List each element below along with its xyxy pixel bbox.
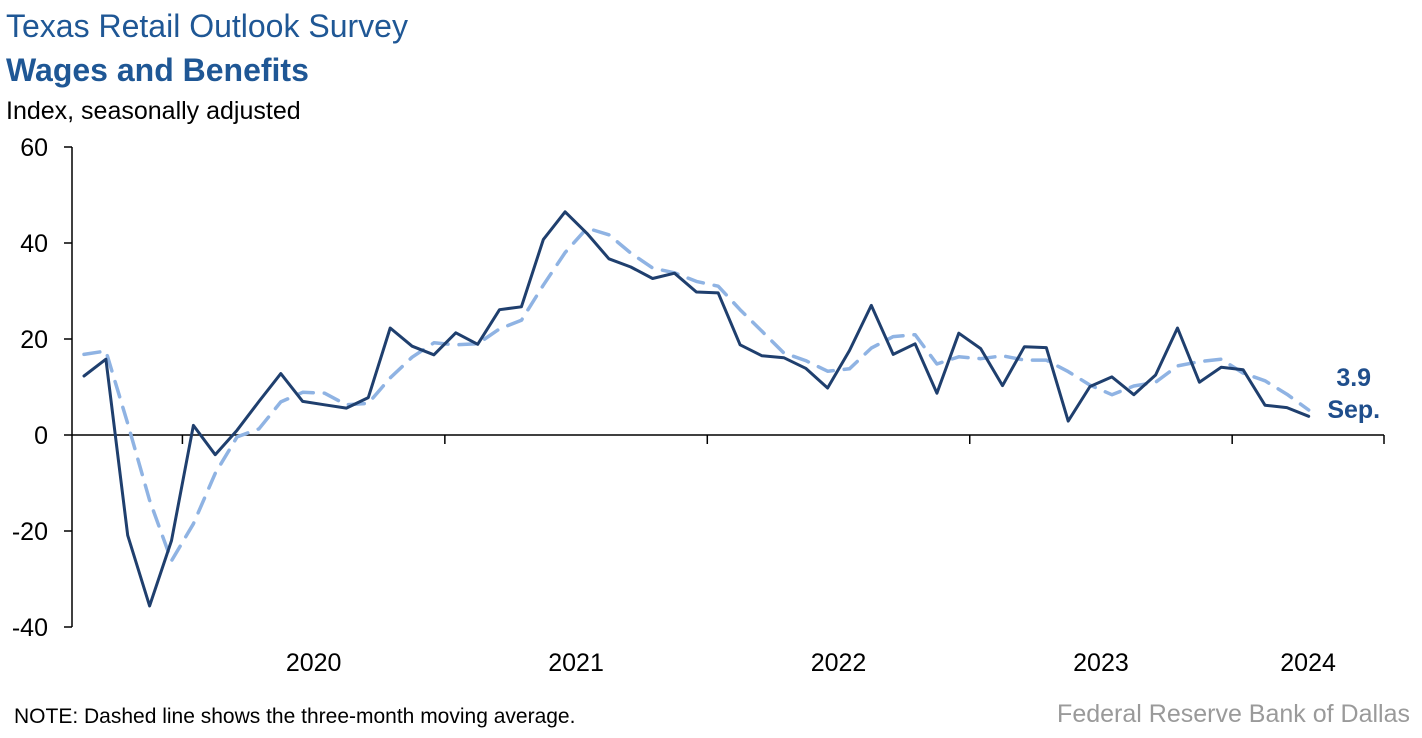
x-tick-label: 2020 xyxy=(286,649,342,677)
x-tick-label: 2021 xyxy=(548,649,604,677)
end-month-label: Sep. xyxy=(1327,396,1380,424)
y-tick-label: 40 xyxy=(20,230,48,258)
labels-layer: 3.9 Sep. xyxy=(1327,364,1380,424)
x-tick-label: 2023 xyxy=(1073,649,1129,677)
end-value-label: 3.9 xyxy=(1336,364,1371,392)
x-tick-label: 2022 xyxy=(811,649,867,677)
chart-title: Texas Retail Outlook Survey xyxy=(6,8,408,44)
y-tick-label: 0 xyxy=(34,422,48,450)
chart-subtitle: Wages and Benefits xyxy=(6,52,309,88)
series-line-moving-average xyxy=(82,226,1311,563)
chart-axes: 60 40 20 0 -20 -40 2020 2021 2022 2023 2024 xyxy=(12,134,1385,677)
series-layer xyxy=(82,210,1311,608)
y-tick-label: -40 xyxy=(12,614,48,642)
source-credit: Federal Reserve Bank of Dallas xyxy=(1057,700,1410,728)
x-tick-label: 2024 xyxy=(1280,649,1336,677)
unit-label: Index, seasonally adjusted xyxy=(6,97,301,125)
footnote: NOTE: Dashed line shows the three-month … xyxy=(14,705,576,728)
y-tick-label: 60 xyxy=(20,134,48,162)
series-line-index xyxy=(82,210,1311,608)
y-tick-label: 20 xyxy=(20,326,48,354)
y-tick-label: -20 xyxy=(12,518,48,546)
